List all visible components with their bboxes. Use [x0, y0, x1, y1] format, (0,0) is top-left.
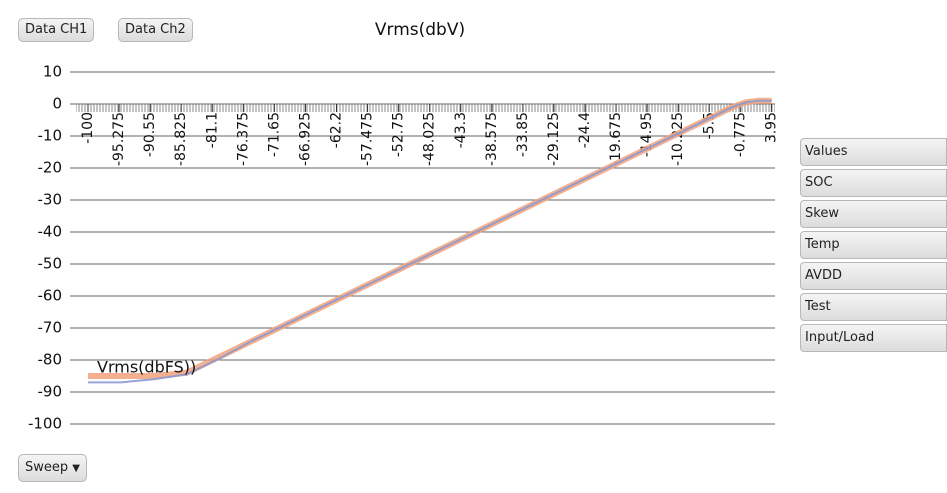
side-button[interactable]: Test: [800, 293, 947, 321]
side-button[interactable]: SOC: [800, 169, 947, 197]
x-tick-label: -38.575: [484, 112, 500, 166]
x-tick-label: 3.95: [763, 112, 779, 143]
axis-minor-ticks: [76, 104, 775, 112]
chart-title: Vrms(dbV): [375, 20, 465, 40]
x-tick-label: -29.125: [546, 112, 562, 166]
x-tick-label: -52.75: [391, 112, 407, 157]
tab[interactable]: Data CH1: [18, 18, 95, 42]
y-tick-label: -100: [28, 415, 62, 433]
x-tick-label: -71.65: [266, 112, 282, 157]
y-tick-label: -10: [38, 127, 63, 145]
dropdown[interactable]: Sweep ▼: [18, 454, 87, 482]
y-tick-label: -20: [38, 159, 63, 177]
x-tick-label: -57.475: [360, 112, 376, 166]
y-tick-label: -90: [38, 383, 63, 401]
series-line: [88, 99, 772, 384]
x-tick-label: -10.225: [670, 112, 686, 166]
y-tick-label: -50: [38, 255, 63, 273]
dropdown-arrow: ▼: [72, 463, 80, 474]
side-button[interactable]: Input/Load: [800, 324, 947, 352]
x-tick-label: -85.825: [173, 112, 189, 166]
x-tick-label: -100: [80, 112, 96, 144]
side-button[interactable]: Temp: [800, 231, 947, 259]
y-tick-label: -30: [38, 191, 63, 209]
x-tick-label: -81.1: [204, 112, 220, 148]
tab[interactable]: Data Ch2: [118, 18, 193, 42]
x-tick-label: -66.925: [297, 112, 313, 166]
y-tick-label: 0: [52, 95, 62, 113]
side-button[interactable]: Skew: [800, 200, 947, 228]
x-tick-label: -19.675: [608, 112, 624, 166]
chart: Vrms(dbV) 10 0 -10 -20 -30 -40 -50 -60 -70 -80 -90…: [28, 20, 779, 433]
x-tick-label: -90.55: [142, 112, 158, 157]
x-tick-label: -62.2: [329, 112, 345, 148]
annotation: Vrms(dbFS)): [97, 358, 196, 377]
y-tick-label: -40: [38, 223, 63, 241]
dropdown-label: Sweep: [25, 460, 69, 475]
x-tick-label: -0.775: [732, 112, 748, 157]
x-tick-label: -33.85: [515, 112, 531, 157]
x-tick-label: -43.3: [453, 112, 469, 148]
side-button[interactable]: Values: [800, 138, 947, 166]
y-tick-label: 10: [43, 63, 62, 81]
x-tick-label: -76.375: [235, 112, 251, 166]
y-tick-label: -70: [38, 319, 63, 337]
side-button[interactable]: AVDD: [800, 262, 947, 290]
y-tick-label: -80: [38, 351, 63, 369]
x-tick-label: -95.275: [111, 112, 127, 166]
y-tick-label: -60: [38, 287, 63, 305]
x-tick-label: -24.4: [577, 112, 593, 148]
x-tick-label: -48.025: [422, 112, 438, 166]
